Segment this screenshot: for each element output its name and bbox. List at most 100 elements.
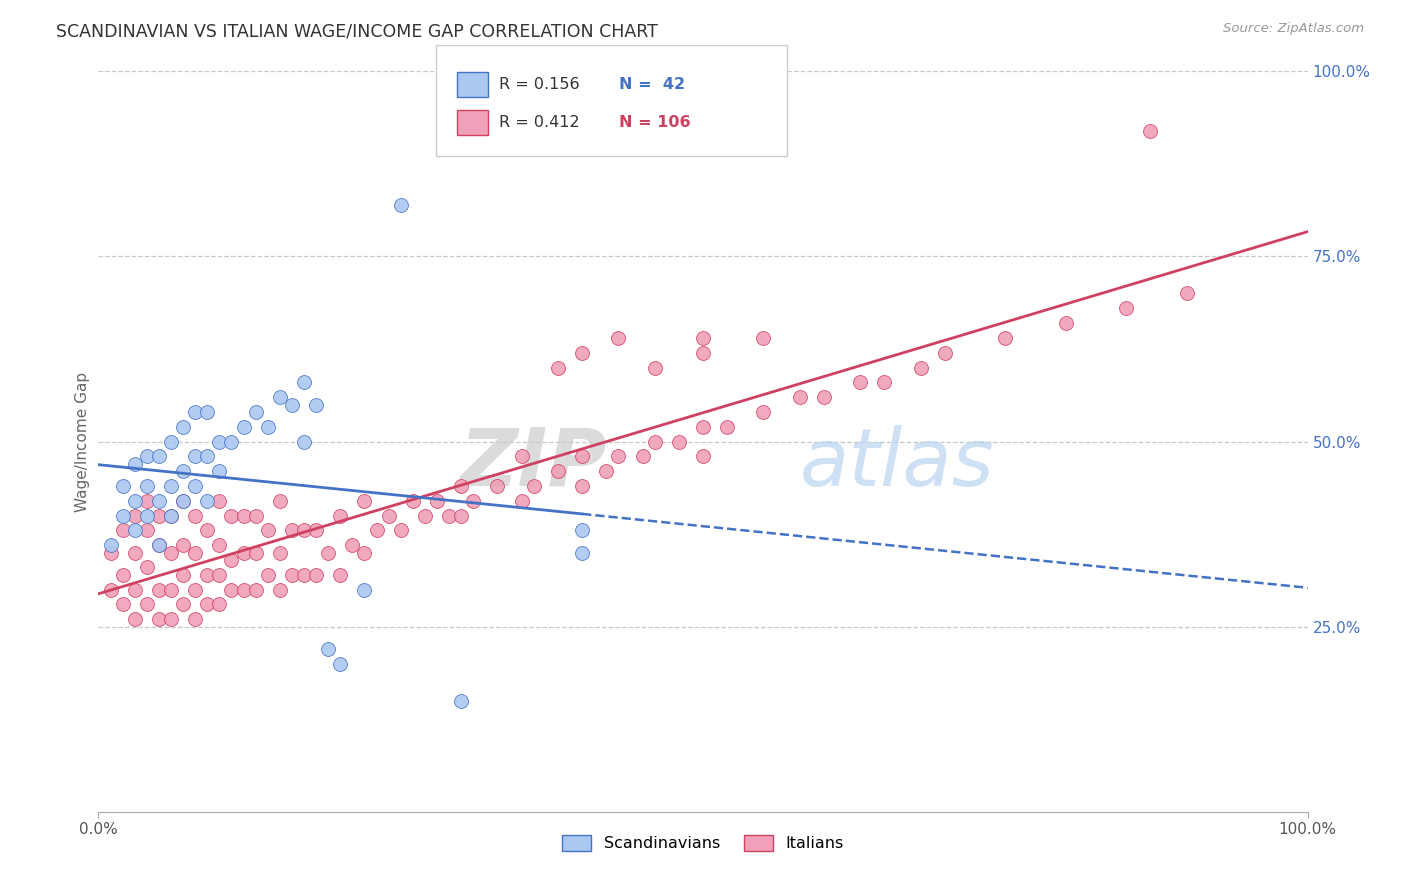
Point [281,398,304,412]
Point [135,560,157,574]
Point [486,479,509,493]
Point [111,508,134,523]
Point [100,546,122,560]
Point [208,464,231,478]
Point [389,524,412,538]
Legend: Scandinavians, Italians: Scandinavians, Italians [554,827,852,859]
Point [245,405,267,419]
Point [124,524,146,538]
Point [148,493,170,508]
Point [329,657,352,671]
Point [281,524,304,538]
Point [148,450,170,464]
Point [208,434,231,449]
Point [292,567,315,582]
Point [172,567,194,582]
Point [366,524,388,538]
Point [269,582,291,597]
Point [245,508,267,523]
Point [208,598,231,612]
Point [571,450,593,464]
Point [172,598,194,612]
Point [160,582,183,597]
Text: N =  42: N = 42 [619,78,685,92]
Point [523,479,546,493]
Point [172,493,194,508]
Point [571,546,593,560]
Point [184,582,207,597]
Point [160,508,183,523]
Point [547,360,569,375]
Point [595,464,617,478]
Text: Source: ZipAtlas.com: Source: ZipAtlas.com [1223,22,1364,36]
Point [111,524,134,538]
Point [353,582,375,597]
Point [100,582,122,597]
Point [124,493,146,508]
Point [607,450,630,464]
Point [631,450,654,464]
Point [135,508,157,523]
Point [232,546,254,560]
Point [208,567,231,582]
Point [269,493,291,508]
Point [256,419,278,434]
Point [124,546,146,560]
Point [305,524,328,538]
Point [148,612,170,626]
Point [148,508,170,523]
Point [135,450,157,464]
Point [124,508,146,523]
Point [910,360,932,375]
Point [571,524,593,538]
Point [402,493,425,508]
Point [789,390,811,404]
Point [692,419,714,434]
Point [160,612,183,626]
Point [100,538,122,552]
Text: R = 0.412: R = 0.412 [499,115,579,129]
Point [316,546,339,560]
Point [184,405,207,419]
Point [111,598,134,612]
Point [160,434,183,449]
Point [221,508,243,523]
Point [221,582,243,597]
Point [426,493,449,508]
Point [305,398,328,412]
Point [208,493,231,508]
Point [148,538,170,552]
Point [716,419,738,434]
Point [316,641,339,656]
Point [813,390,835,404]
Point [644,360,666,375]
Point [160,546,183,560]
Point [135,598,157,612]
Point [547,464,569,478]
Point [607,331,630,345]
Point [644,434,666,449]
Point [437,508,460,523]
Point [849,376,872,390]
Point [329,508,352,523]
Point [195,524,218,538]
Point [692,345,714,359]
Point [172,419,194,434]
Point [994,331,1017,345]
Point [195,405,218,419]
Point [195,598,218,612]
Point [413,508,436,523]
Point [292,434,315,449]
Point [232,508,254,523]
Point [221,434,243,449]
Point [124,582,146,597]
Point [450,479,472,493]
Point [377,508,399,523]
Point [172,538,194,552]
Point [245,582,267,597]
Point [510,450,533,464]
Point [450,694,472,708]
Point [135,524,157,538]
Point [269,390,291,404]
Point [232,419,254,434]
